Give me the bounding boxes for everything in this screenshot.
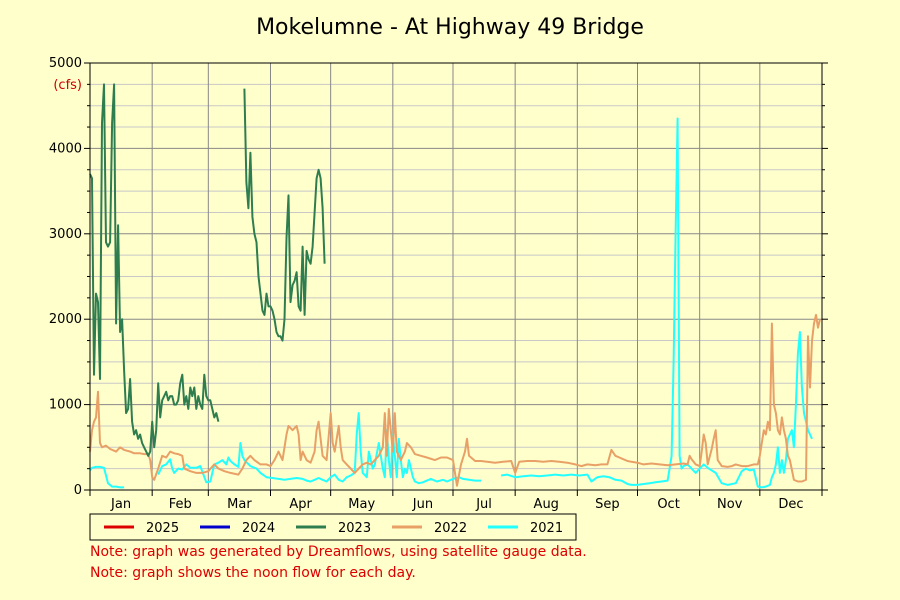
x-tick-label: Jun — [412, 497, 433, 512]
legend: 2025 2024 2023 2022 2021 — [89, 513, 577, 541]
x-tick-label: Dec — [778, 497, 803, 512]
legend-label-2022: 2022 — [434, 521, 467, 536]
x-tick-label: Sep — [595, 497, 620, 512]
note-source: Note: graph was generated by Dreamflows,… — [90, 544, 587, 560]
y-tick-label: 1000 — [49, 398, 82, 413]
series-line-2023 — [89, 83, 220, 457]
y-tick-label: 4000 — [49, 141, 82, 156]
series-line-2023 — [243, 88, 326, 342]
legend-label-2024: 2024 — [242, 521, 275, 536]
y-tick-label: 3000 — [49, 227, 82, 242]
x-tick-label: Jan — [110, 497, 131, 512]
x-axis: Jan Feb Mar Apr May Jun Jul Aug Sep Oct Nov Dec — [89, 490, 823, 512]
legend-label-2023: 2023 — [338, 521, 371, 536]
series-line-2021 — [500, 117, 813, 489]
series-line-2021 — [157, 412, 482, 485]
y-tick-label: 2000 — [49, 312, 82, 327]
legend-label-2021: 2021 — [530, 521, 563, 536]
note-noon-flow: Note: graph shows the noon flow for each… — [90, 565, 416, 581]
y-axis: 0 1000 2000 3000 4000 5000 — [49, 56, 828, 498]
chart-title: Mokelumne - At Highway 49 Bridge — [256, 15, 644, 40]
x-tick-label: Nov — [717, 497, 743, 512]
x-tick-label: Mar — [227, 497, 252, 512]
series-group — [89, 83, 821, 489]
y-tick-label: 0 — [74, 483, 82, 498]
x-tick-label: Feb — [169, 497, 192, 512]
series-line-2021 — [89, 465, 125, 489]
x-tick-label: May — [348, 497, 375, 512]
x-tick-label: Apr — [289, 497, 312, 512]
y-unit-label: (cfs) — [53, 78, 82, 93]
x-tick-label: Jul — [475, 497, 492, 512]
grid — [90, 63, 822, 490]
legend-label-2025: 2025 — [146, 521, 179, 536]
series-line-2022 — [89, 313, 821, 487]
x-tick-label: Oct — [657, 497, 679, 512]
y-tick-label: 5000 — [49, 56, 82, 71]
x-tick-label: Aug — [534, 497, 559, 512]
